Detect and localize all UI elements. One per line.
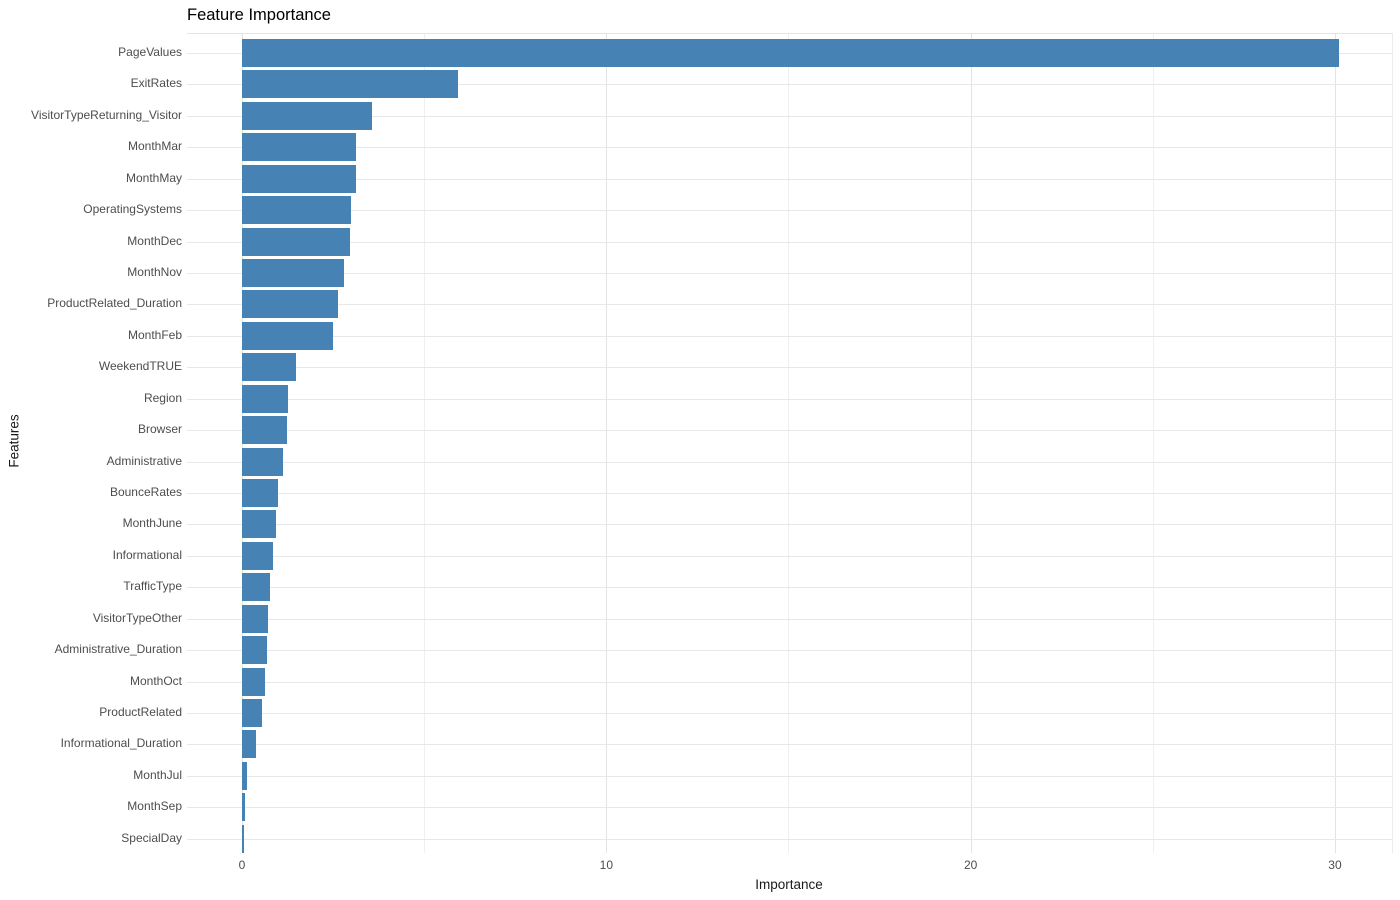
category-label: ProductRelated_Duration — [47, 296, 182, 311]
bar — [242, 196, 352, 225]
x-tick-label: 0 — [238, 858, 246, 872]
gridline-major — [606, 34, 608, 853]
bar — [242, 39, 1339, 67]
category-gridline — [187, 587, 1392, 589]
category-label: VisitorTypeReturning_Visitor — [31, 107, 182, 122]
chart-title: Feature Importance — [187, 6, 331, 24]
category-gridline — [187, 398, 1392, 400]
category-label: MonthSep — [127, 799, 182, 814]
bar — [242, 730, 257, 759]
bar — [242, 259, 344, 287]
gridline-major — [970, 34, 972, 853]
bar — [242, 510, 277, 539]
category-gridline — [187, 493, 1392, 495]
gridline-minor — [424, 34, 426, 853]
category-label: TrafficType — [123, 579, 182, 594]
bar — [242, 604, 269, 633]
category-gridline — [187, 273, 1392, 274]
category-gridline — [187, 555, 1392, 557]
category-gridline — [187, 618, 1392, 620]
category-label: PageValues — [118, 45, 182, 59]
category-gridline — [187, 430, 1392, 432]
category-gridline — [187, 807, 1392, 809]
category-label: MonthFeb — [127, 327, 182, 342]
category-label: BounceRates — [109, 485, 182, 500]
category-gridline — [187, 650, 1392, 652]
category-gridline — [187, 84, 1392, 86]
x-tick-label: 10 — [599, 858, 614, 872]
plot-panel — [187, 33, 1393, 853]
gridline-minor — [788, 34, 790, 853]
bar — [242, 761, 248, 790]
bar — [242, 416, 288, 445]
bar — [242, 353, 297, 382]
bar — [242, 824, 245, 853]
category-gridline — [187, 461, 1392, 463]
gridline-minor — [1152, 34, 1154, 853]
bar — [242, 290, 339, 319]
bar — [242, 321, 334, 350]
category-label: OperatingSystems — [83, 202, 182, 217]
category-label: ExitRates — [130, 76, 182, 91]
category-gridline — [187, 178, 1392, 180]
bar — [242, 133, 357, 162]
category-gridline — [187, 304, 1392, 306]
category-gridline — [187, 681, 1392, 683]
category-gridline — [187, 713, 1392, 715]
category-label: MonthMay — [125, 170, 182, 185]
category-label: Administrative_Duration — [54, 642, 182, 657]
category-label: Browser — [137, 422, 182, 437]
category-gridline — [187, 775, 1392, 777]
category-label: MonthNov — [127, 265, 182, 279]
category-label: MonthMar — [127, 139, 182, 154]
category-label: MonthDec — [127, 233, 182, 248]
bar — [242, 667, 265, 696]
category-gridline — [187, 335, 1392, 337]
bar — [242, 101, 373, 130]
category-gridline — [187, 838, 1392, 840]
bar — [242, 479, 279, 508]
bar — [242, 164, 357, 193]
bar — [242, 699, 263, 728]
bar — [242, 636, 268, 665]
category-label: Informational — [112, 547, 182, 562]
category-gridline — [187, 367, 1392, 369]
category-label: ProductRelated — [99, 705, 182, 720]
bar — [242, 793, 245, 822]
category-gridline — [187, 524, 1392, 526]
category-label: VisitorTypeOther — [92, 610, 182, 625]
bar — [242, 573, 271, 602]
category-gridline — [187, 744, 1392, 746]
bar — [242, 70, 459, 99]
category-label: Region — [143, 390, 182, 405]
category-gridline — [187, 147, 1392, 149]
category-label: Administrative — [106, 453, 182, 468]
category-label: Informational_Duration — [60, 736, 182, 751]
x-axis-title: Importance — [755, 877, 823, 892]
category-gridline — [187, 115, 1392, 117]
category-label: MonthOct — [129, 673, 182, 688]
bar — [242, 227, 351, 256]
gridline-major — [1334, 34, 1336, 853]
x-tick-label: 20 — [963, 858, 978, 872]
x-tick-label: 30 — [1328, 858, 1342, 872]
category-label: SpecialDay — [121, 830, 182, 845]
bar — [242, 447, 284, 476]
category-label: MonthJune — [122, 516, 182, 531]
category-label: WeekendTRUE — [98, 359, 182, 374]
category-gridline — [187, 241, 1392, 243]
category-label: MonthJul — [133, 767, 182, 782]
bar — [242, 384, 288, 413]
y-axis-title: Features — [6, 414, 22, 468]
bar — [242, 541, 273, 570]
category-gridline — [187, 210, 1392, 212]
